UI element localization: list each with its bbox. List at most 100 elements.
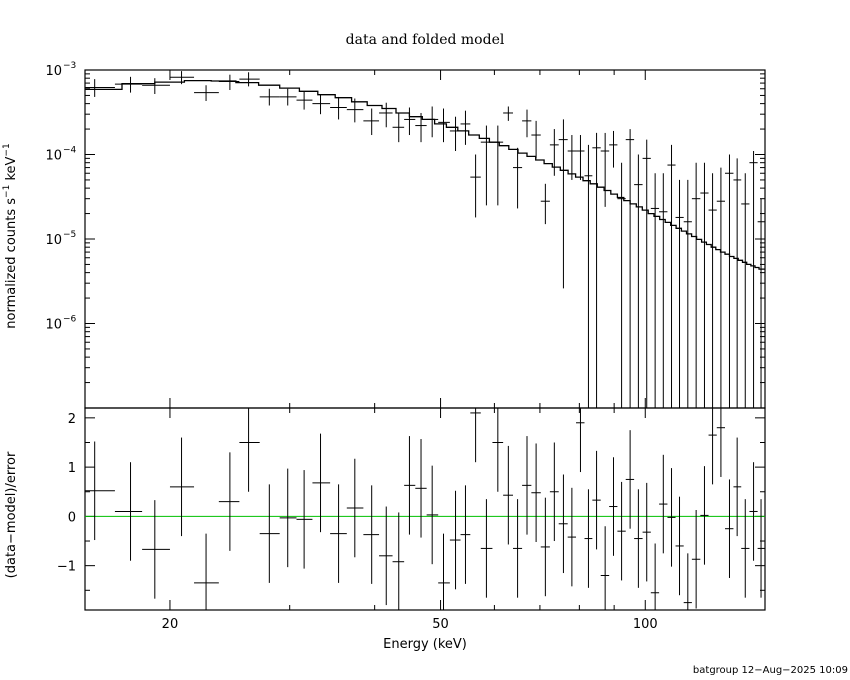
- data-point: [549, 129, 559, 176]
- top-y-tick-labels: 10−310−410−510−6: [45, 61, 76, 333]
- residual-point: [379, 506, 393, 606]
- data-point: [708, 173, 717, 408]
- y-tick-label: −1: [57, 560, 76, 575]
- data-point: [700, 162, 709, 408]
- x-tick-label: 100: [633, 617, 658, 632]
- y-tick-label: 10: [45, 149, 62, 164]
- data-point: [296, 91, 313, 110]
- residual-point: [114, 462, 143, 561]
- residual-point: [716, 408, 726, 477]
- residual-point: [296, 470, 313, 569]
- residual-point: [540, 497, 550, 597]
- residual-point: [576, 408, 585, 473]
- data-point: [667, 144, 676, 408]
- residual-point: [600, 526, 610, 610]
- residual-points: [85, 408, 765, 610]
- data-point: [531, 120, 541, 159]
- data-point: [650, 173, 660, 408]
- data-point: [85, 79, 115, 97]
- data-point: [426, 106, 439, 138]
- data-point: [279, 88, 297, 106]
- data-point: [576, 135, 585, 180]
- data-point: [749, 151, 758, 408]
- data-point: [169, 71, 195, 85]
- residual-point: [691, 509, 701, 609]
- data-point: [460, 110, 471, 145]
- residual-point: [634, 489, 643, 588]
- data-point: [733, 158, 742, 408]
- residual-point: [725, 479, 734, 578]
- data-point: [600, 132, 610, 207]
- data-point: [363, 108, 380, 136]
- data-point: [449, 116, 461, 152]
- data-point: [239, 72, 260, 87]
- data-point: [625, 129, 635, 408]
- residual-point: [415, 439, 427, 538]
- residual-point: [558, 474, 568, 574]
- data-point: [567, 135, 577, 180]
- residual-point: [650, 543, 660, 610]
- data-point: [480, 125, 493, 206]
- y-tick-label: 10: [45, 318, 62, 333]
- residual-point: [757, 499, 765, 598]
- y-tick-label: 0: [68, 510, 76, 525]
- residual-point: [460, 485, 471, 584]
- y-tick-exponent: −6: [63, 315, 77, 325]
- data-point: [404, 107, 416, 136]
- residual-point: [449, 490, 461, 590]
- residual-point: [625, 430, 635, 529]
- data-point: [725, 154, 734, 408]
- residual-point: [426, 465, 439, 565]
- y-tick-label: 2: [68, 412, 76, 427]
- residual-point: [617, 481, 626, 581]
- data-point: [438, 108, 450, 143]
- chart-title: data and folded model: [346, 32, 505, 48]
- y-tick-exponent: −4: [63, 146, 77, 156]
- residual-point: [85, 441, 115, 541]
- residual-point: [438, 533, 450, 610]
- data-point: [415, 112, 427, 143]
- x-tick-label: 20: [162, 617, 179, 632]
- residual-point: [279, 468, 297, 568]
- residual-point: [741, 499, 750, 598]
- x-tick-label: 50: [432, 617, 449, 632]
- data-point: [675, 179, 684, 408]
- data-point: [470, 154, 481, 218]
- data-point: [379, 102, 393, 128]
- residual-point: [503, 445, 513, 545]
- data-point: [512, 147, 523, 209]
- data-point: [642, 139, 651, 408]
- residual-point: [239, 408, 260, 492]
- model-step-line: [85, 79, 765, 270]
- residual-point: [584, 489, 593, 588]
- bottom-panel: 2 1 0 −1 (data−model)/error: [4, 407, 766, 611]
- residual-point: [522, 436, 532, 535]
- footer-stamp: batgroup 12−Aug−2025 10:09: [693, 665, 848, 676]
- data-point: [114, 76, 143, 93]
- y-tick-exponent: −3: [63, 61, 76, 71]
- x-tick-labels: 20 50 100: [162, 617, 658, 632]
- residual-point: [749, 462, 758, 561]
- residual-point: [169, 437, 195, 537]
- residual-point: [733, 437, 742, 537]
- data-points: [85, 71, 765, 408]
- bottom-y-tick-labels: 2 1 0 −1: [57, 412, 76, 575]
- residual-point: [346, 458, 364, 558]
- residual-point: [609, 457, 618, 556]
- residual-point: [659, 454, 668, 554]
- data-point: [659, 173, 668, 408]
- data-point: [540, 183, 550, 225]
- residual-point: [708, 408, 717, 485]
- y-tick-label: 1: [68, 461, 76, 476]
- residual-point: [667, 468, 676, 567]
- data-point: [609, 130, 618, 168]
- top-y-axis-label: normalized counts s−1 keV−1: [2, 143, 19, 328]
- data-point: [346, 98, 364, 123]
- residual-point: [312, 433, 331, 533]
- data-point: [312, 93, 331, 115]
- data-point: [634, 154, 643, 408]
- residual-point: [700, 466, 709, 565]
- residual-point: [531, 443, 541, 543]
- residual-point: [470, 408, 481, 463]
